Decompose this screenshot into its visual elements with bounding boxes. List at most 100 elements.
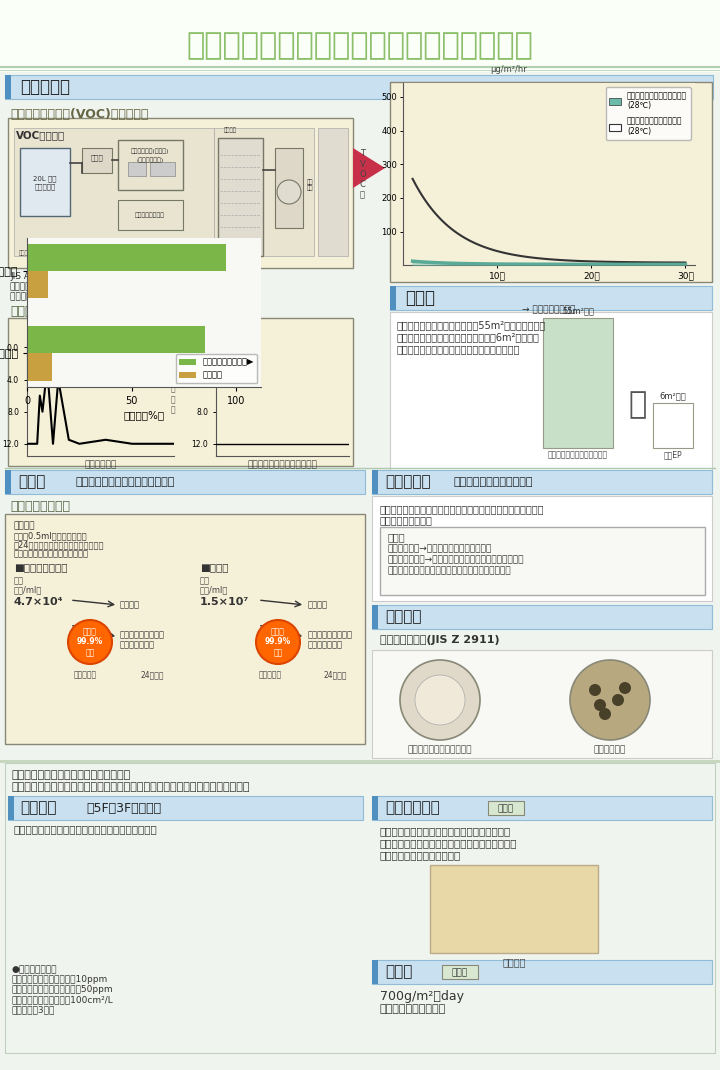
Text: 恒温槽（温度制御システム）: 恒温槽（温度制御システム） [19, 250, 61, 256]
Circle shape [400, 660, 480, 740]
Text: 4.7×10⁴: 4.7×10⁴ [14, 597, 63, 607]
Text: 菌数: 菌数 [14, 576, 24, 585]
Text: アレスエコクリーンシリーズを55m²塗装したとき発: アレスエコクリーンシリーズを55m²塗装したとき発 [397, 320, 546, 330]
Bar [8, 318, 353, 467]
X-axis label: 消臭率（%）: 消臭率（%） [124, 411, 165, 421]
Bar [27, 272, 48, 299]
Text: 緻密な塗膜を形成するため、手垢、落書き等の汚れ拭き取り適: 緻密な塗膜を形成するため、手垢、落書き等の汚れ拭き取り適 [380, 504, 544, 514]
Text: ■大腸菌: ■大腸菌 [200, 562, 228, 572]
Text: アンモニア　50ppm: アンモニア 50ppm [12, 985, 114, 994]
Text: ホルムアルデヒド及び他のカルボニル化合物放散測定方法: ホルムアルデヒド及び他のカルボニル化合物放散測定方法 [10, 282, 150, 291]
Bar [5, 470, 11, 494]
Legend: アレスエコクリーンシリーズ
(28℃), 一般エマルションペイント
(28℃): アレスエコクリーンシリーズ (28℃), 一般エマルションペイント (28℃) [606, 88, 691, 140]
Legend: アレスエコクリーン▶, 従来塗料: アレスエコクリーン▶, 従来塗料 [176, 354, 257, 383]
Text: きます。さらに厳しいヤニ面には「ストップシー: きます。さらに厳しいヤニ面には「ストップシー [380, 838, 518, 849]
Circle shape [277, 180, 301, 204]
Bar [82, 148, 112, 173]
Bar [0, 0, 720, 2]
Text: 出口空気: 出口空気 [223, 127, 236, 133]
Bar [372, 960, 378, 984]
Bar [372, 605, 712, 629]
Text: 一般EP: 一般EP [664, 450, 683, 459]
Bar [0, 55, 720, 57]
Bar [0, 50, 720, 52]
Bar [543, 318, 613, 448]
Text: 菌数: 菌数 [200, 576, 210, 585]
Bar [128, 162, 146, 175]
Text: 20L 小形
チャンバー: 20L 小形 チャンバー [33, 175, 57, 190]
Bar [488, 801, 524, 815]
Text: 濃度制御システム: 濃度制御システム [137, 250, 163, 256]
Bar [0, 15, 720, 17]
Text: 下の見本程度迄のヤニ面に対して効果が期待で: 下の見本程度迄のヤニ面に対して効果が期待で [380, 826, 511, 836]
Text: 混合器: 混合器 [91, 155, 104, 162]
Text: アレスエコクリーン
シリーズ塗装面: アレスエコクリーン シリーズ塗装面 [308, 630, 353, 649]
Text: ― 小形チャンバー法: ― 小形チャンバー法 [10, 292, 140, 301]
Text: ・菌液の採取は洗い出し法による: ・菌液の採取は洗い出し法による [14, 549, 89, 557]
Polygon shape [353, 148, 385, 188]
Text: 5F・3F・マット: 5F・3F・マット [86, 801, 161, 814]
Text: 一般汚れ　　→水又は中性洗剤で拭き取る: 一般汚れ →水又は中性洗剤で拭き取る [388, 544, 492, 553]
Text: （菌/ml）: （菌/ml） [200, 585, 228, 594]
X-axis label: 一般水性塗料: 一般水性塗料 [84, 460, 117, 469]
Text: 試験方法: 試験方法 [14, 521, 35, 530]
Text: り取るか塗料用シンナーで拭き取る: り取るか塗料用シンナーで拭き取る [388, 566, 512, 575]
Text: ■黄色ブドウ球菌: ■黄色ブドウ球菌 [14, 562, 68, 572]
Text: 洗浄例: 洗浄例 [388, 532, 405, 542]
Text: 55m²塗装: 55m²塗装 [562, 306, 594, 315]
Bar [0, 10, 720, 12]
Bar [0, 40, 720, 42]
Bar [372, 649, 712, 758]
Circle shape [594, 699, 606, 710]
Circle shape [415, 675, 465, 725]
Text: → 塗装後の経過日数: → 塗装後の経過日数 [522, 305, 576, 315]
Bar [0, 45, 720, 47]
Text: ガスクロマトグラフによる有機溶剤分析結果: ガスクロマトグラフによる有機溶剤分析結果 [10, 305, 160, 318]
Text: 6m²塗装: 6m²塗装 [660, 391, 686, 400]
Text: 防カビ性: 防カビ性 [385, 610, 421, 625]
Bar [372, 496, 712, 601]
Text: 試験時間　3時間: 試験時間 3時間 [12, 1005, 55, 1014]
Bar [0, 65, 720, 67]
Bar [372, 470, 712, 494]
Bar [218, 138, 263, 256]
Bar [20, 148, 70, 216]
Text: 1.5×10⁷: 1.5×10⁷ [200, 597, 249, 607]
Bar [653, 403, 693, 448]
Text: （アンモニア（尿臭）、硫化水素（排便臭）ほか）: （アンモニア（尿臭）、硫化水素（排便臭）ほか） [14, 824, 158, 834]
Text: ヤニ止め機能: ヤニ止め機能 [385, 800, 440, 815]
Bar [372, 796, 378, 820]
Bar [430, 865, 598, 953]
Text: 臭い初染濃度　硫化水素　10ppm: 臭い初染濃度 硫化水素 10ppm [12, 975, 108, 984]
Bar [8, 118, 353, 268]
Text: 筆記用具汚れ　→水に浸した研磨剤入スポンジなどで削: 筆記用具汚れ →水に浸した研磨剤入スポンジなどで削 [388, 555, 524, 564]
Bar [0, 35, 720, 37]
Bar [0, 20, 720, 22]
Bar [118, 200, 183, 230]
Bar [5, 763, 715, 1053]
Text: 24時間後: 24時間後 [140, 670, 163, 679]
Text: 菌滴下法試験結果: 菌滴下法試験結果 [10, 500, 70, 513]
Text: （透湿カップ蒸冷法）: （透湿カップ蒸冷法） [380, 1004, 446, 1014]
Bar [318, 128, 348, 256]
Bar [0, 25, 720, 27]
Text: 容積あたりの塗装面積　100cm²/L: 容積あたりの塗装面積 100cm²/L [12, 995, 114, 1004]
Bar [8, 796, 363, 820]
Circle shape [589, 684, 601, 696]
Bar [5, 75, 713, 100]
Bar [442, 965, 478, 979]
Text: 700g/m²・day: 700g/m²・day [380, 990, 464, 1003]
Text: 特殊吸着顔料や光触媒効果などにより、: 特殊吸着顔料や光触媒効果などにより、 [12, 770, 131, 780]
Bar [372, 605, 378, 629]
Circle shape [256, 620, 300, 664]
Text: ときのニオイの強さがほぼ等しいといえます。: ときのニオイの強さがほぼ等しいといえます。 [397, 343, 521, 354]
Text: 濃度制御システム: 濃度制御システム [135, 212, 165, 218]
Text: 空気清浄装置（又はポンペ）: 空気清浄装置（又はポンペ） [219, 250, 261, 256]
Text: 無処置面: 無処置面 [120, 600, 140, 609]
Text: 減菌率
99.9%
以上: 減菌率 99.9% 以上 [77, 627, 103, 657]
Text: 揮発性有機化合物(VOC)放散量測定: 揮発性有機化合物(VOC)放散量測定 [10, 108, 148, 121]
Bar [5, 470, 365, 494]
Text: 無処置面: 無処置面 [308, 600, 328, 609]
Text: 実験開始時: 実験開始時 [73, 670, 96, 679]
Text: アレスエコクリーングロス: アレスエコクリーングロス [408, 745, 472, 754]
